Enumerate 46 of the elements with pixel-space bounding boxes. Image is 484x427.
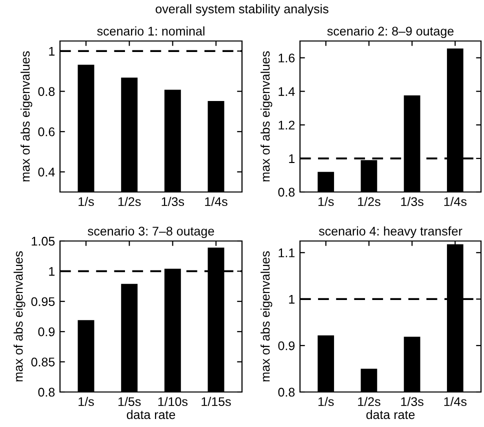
x-tick-label: 1/s — [78, 196, 94, 206]
x-tick-label: 1/4s — [444, 396, 467, 406]
x-tick-label: 1/s — [318, 396, 334, 406]
x-tick-label: 1/3s — [162, 196, 184, 206]
y-tick-label: 0.8 — [278, 188, 295, 197]
y-tick-label: 0.6 — [38, 127, 55, 136]
x-axis-title: data rate — [126, 410, 176, 420]
x-axis-title: data rate — [366, 410, 415, 420]
x-tick-label: 1/4s — [205, 196, 228, 206]
y-axis-title: max of abs eigenvalues — [14, 251, 26, 382]
x-tick-label: 1/5s — [118, 396, 141, 406]
y-tick-label: 1 — [49, 267, 55, 276]
y-axis-title: max of abs eigenvalues — [260, 51, 272, 182]
y-axis-title: max of abs eigenvalues — [260, 251, 272, 382]
chart-title: scenario 4: heavy transfer — [318, 226, 462, 238]
y-tick-label: 0.8 — [38, 388, 55, 397]
x-tick-label: 1/3s — [401, 396, 424, 406]
y-tick-label: 0.4 — [38, 168, 55, 177]
y-tick-label: 0.9 — [38, 327, 55, 336]
y-tick-label: 1 — [289, 295, 295, 304]
y-tick-label: 0.95 — [31, 297, 55, 306]
y-tick-label: 1.05 — [32, 236, 55, 246]
y-tick-label: 0.8 — [38, 87, 55, 96]
y-axis-title: max of abs eigenvalues — [20, 51, 32, 182]
x-tick-label: 1/2s — [358, 196, 380, 206]
x-tick-label: 1/2s — [358, 396, 380, 406]
chart-title: scenario 1: nominal — [97, 26, 204, 36]
y-tick-label: 1 — [289, 154, 295, 163]
x-tick-label: 1/s — [318, 196, 334, 206]
y-tick-label: 1.6 — [278, 54, 295, 62]
chart-title: scenario 2: 8–9 outage — [327, 26, 454, 38]
y-tick-label: 0.85 — [31, 358, 55, 366]
x-tick-label: 1/2s — [118, 196, 141, 206]
y-tick-label: 1.4 — [278, 87, 295, 96]
y-tick-label: 1.2 — [278, 120, 295, 130]
y-tick-label: 0.8 — [278, 388, 295, 397]
x-tick-label: 1/15s — [202, 396, 231, 406]
x-tick-label: 1/4s — [444, 196, 467, 206]
chart-title: scenario 3: 7–8 outage — [88, 226, 214, 238]
x-tick-label: 1/s — [78, 396, 94, 406]
text: overall system stability analysis — [156, 4, 328, 16]
y-tick-label: 1.1 — [278, 248, 295, 258]
x-tick-label: 1/10s — [158, 396, 188, 406]
y-tick-label: 0.9 — [278, 341, 295, 350]
y-tick-label: 1 — [49, 46, 55, 56]
x-tick-label: 1/3s — [401, 196, 424, 206]
